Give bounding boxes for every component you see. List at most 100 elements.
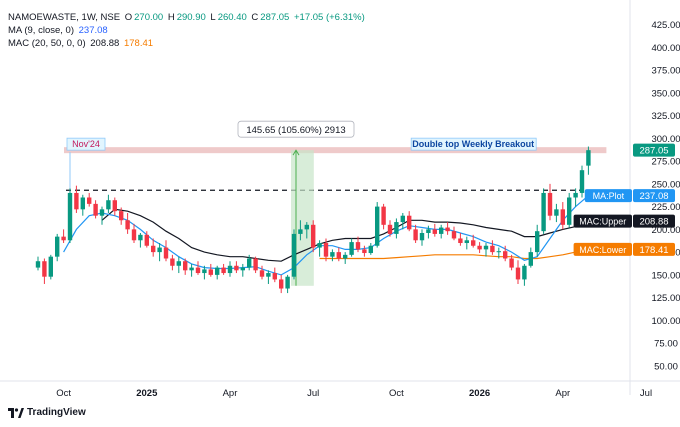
- y-tick-label: 325.00: [651, 111, 680, 122]
- candle-body: [432, 229, 437, 234]
- tradingview-logo-icon: [8, 407, 24, 418]
- candle-body: [55, 236, 60, 257]
- candle-body: [541, 192, 546, 232]
- low-label: L: [210, 12, 216, 23]
- candle-body: [87, 197, 92, 204]
- candle-body: [304, 224, 309, 230]
- price-tag-box: [633, 214, 675, 228]
- candle-body: [151, 245, 156, 253]
- candle-body: [362, 249, 367, 254]
- candle-body: [93, 203, 98, 216]
- candle-body: [144, 234, 149, 246]
- candle-body: [336, 252, 341, 259]
- candle-body: [125, 220, 130, 230]
- candle-body: [266, 273, 271, 277]
- candle-body: [253, 258, 258, 271]
- price-range-box: [291, 150, 314, 286]
- candle-body: [445, 227, 450, 232]
- price-tag-value: 178.41: [639, 245, 668, 256]
- candle-body: [586, 150, 591, 166]
- candle-body: [272, 273, 277, 280]
- candle-body: [170, 258, 175, 266]
- legend-mac-row: MAC (20, 50, 0, 0) 208.88 178.41: [8, 38, 155, 50]
- candle-body: [112, 200, 117, 212]
- y-tick-label: 50.00: [654, 361, 678, 372]
- candle-body: [515, 267, 521, 280]
- candle-body: [215, 267, 220, 275]
- y-tick-label: 275.00: [651, 157, 680, 168]
- price-tag-name: MAC:Upper: [579, 217, 626, 227]
- candle-body: [74, 192, 79, 210]
- candle-body: [496, 251, 501, 253]
- candle-body: [400, 215, 405, 223]
- candle-body: [394, 222, 399, 234]
- price-range-label-box: [237, 120, 355, 138]
- candle-body: [349, 242, 354, 255]
- close-label: C: [251, 12, 259, 23]
- candle-body: [458, 238, 463, 244]
- candle-body: [35, 261, 41, 268]
- annotation-nov24: Nov'24: [72, 139, 100, 149]
- price-tag-value: 287.05: [639, 146, 668, 157]
- candle-body: [119, 211, 124, 221]
- candle-body: [285, 276, 290, 289]
- y-tick-label: 400.00: [651, 43, 680, 54]
- x-tick-label: Oct: [389, 388, 404, 399]
- x-tick-label: Apr: [223, 388, 238, 399]
- candle-body: [522, 265, 527, 280]
- candle-body: [234, 265, 239, 271]
- annotation-double-top: Double top Weekly Breakout: [412, 139, 534, 149]
- candle-body: [67, 192, 73, 241]
- resistance-band: [64, 147, 607, 154]
- candle-body: [573, 192, 578, 198]
- candle-body: [471, 240, 476, 246]
- mac-label: MAC (20, 50, 0, 0): [8, 38, 86, 49]
- candle-body: [503, 251, 508, 259]
- change-value: +17.05 (+6.31%): [293, 12, 365, 23]
- candle-body: [138, 234, 143, 241]
- candle-body: [106, 200, 111, 210]
- high-value: 290.90: [176, 12, 206, 23]
- candle-body: [48, 256, 53, 277]
- candle-body: [298, 229, 303, 234]
- candle-body: [375, 206, 380, 246]
- candle-body: [157, 247, 162, 253]
- x-tick-label: 2025: [136, 388, 158, 399]
- tradingview-logo[interactable]: TradingView: [8, 407, 86, 418]
- ma-value: 237.08: [78, 25, 108, 36]
- candle-body: [407, 215, 412, 230]
- candle-body: [381, 206, 386, 225]
- candle-body: [387, 224, 393, 234]
- legend-ohlc-row: NAMOEWASTE, 1W, NSE O 270.00 H 290.90 L 260…: [8, 12, 367, 24]
- candle-body: [509, 258, 514, 268]
- mac-upper-line: [101, 208, 589, 262]
- price-tag-value: 237.08: [639, 191, 668, 202]
- candle-body: [483, 245, 489, 250]
- x-tick-label: Oct: [56, 388, 71, 399]
- candle-body: [202, 269, 207, 274]
- x-tick-label: Jul: [307, 388, 319, 399]
- brand-label: TradingView: [27, 407, 86, 418]
- candle-body: [195, 267, 201, 274]
- price-tag-name: MAC:Lower: [579, 245, 626, 255]
- mac-lower-value: 178.41: [123, 38, 154, 49]
- candle-body: [567, 197, 572, 225]
- candle-body: [477, 245, 482, 250]
- candle-body: [208, 269, 213, 275]
- y-tick-label: 350.00: [651, 88, 680, 99]
- price-range-label: 145.65 (105.60%) 2913: [246, 125, 345, 136]
- candle-body: [61, 236, 66, 241]
- price-range-arrowhead: [292, 149, 300, 156]
- candles-group: [35, 146, 591, 294]
- candle-body: [323, 243, 329, 257]
- y-tick-label: 225.00: [651, 202, 680, 213]
- candle-body: [547, 192, 553, 216]
- candle-body: [464, 240, 469, 244]
- symbol-label: NAMOEWASTE, 1W, NSE: [8, 12, 121, 23]
- candle-body: [579, 170, 585, 193]
- candle-body: [560, 209, 565, 225]
- price-tag-name-box: [584, 189, 632, 203]
- y-tick-label: 125.00: [651, 293, 680, 304]
- mac-lower-line: [319, 248, 589, 260]
